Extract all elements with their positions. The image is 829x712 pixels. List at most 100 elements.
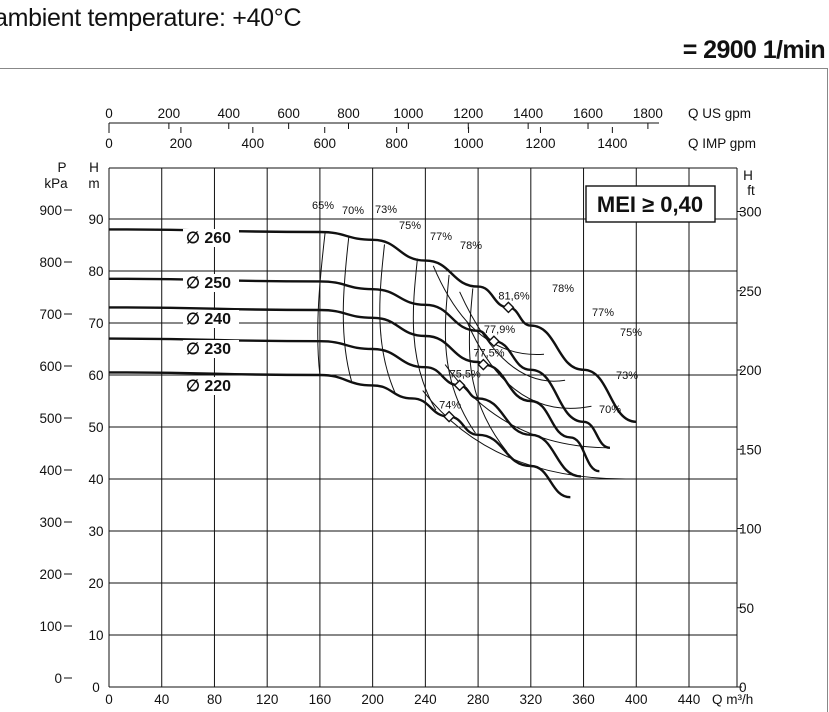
efficiency-label: 75% [399, 220, 421, 232]
curve-220 [108, 371, 571, 499]
curve-label-bg [183, 229, 239, 247]
ft-tick-label: 50 [739, 601, 754, 616]
p-tick-label: 900 [39, 203, 62, 218]
efficiency-label: 78% [460, 240, 482, 252]
efficiency-label: 65% [312, 200, 334, 212]
p-axis-title: P [57, 160, 66, 175]
x-axis-title: Q m³/h [712, 692, 753, 707]
x-tick-label: 40 [154, 692, 169, 707]
efficiency-label: 70% [599, 404, 621, 416]
top-us-tick-label: 1800 [633, 106, 663, 121]
top-imp-tick-label: 800 [385, 136, 408, 151]
ft-tick-label: 100 [739, 522, 762, 537]
curve-label: ∅ 240 [186, 311, 231, 328]
bep-marker [477, 358, 490, 371]
top-us-tick-label: 600 [277, 106, 300, 121]
top-us-tick-label: 1400 [513, 106, 543, 121]
h-tick-label: 60 [88, 368, 103, 383]
top-us-tick-label: 0 [105, 106, 113, 121]
p-tick-label: 600 [39, 359, 62, 374]
bep-marker [443, 410, 456, 423]
curve-250 [108, 277, 611, 449]
chart-frame [0, 68, 828, 712]
bep-label: 77,5% [473, 348, 504, 360]
x-tick-label: 0 [105, 692, 113, 707]
curve-240 [108, 306, 600, 473]
top-us-tick-label: 400 [217, 106, 240, 121]
p-tick-label: 100 [39, 619, 62, 634]
curve-label-bg [183, 340, 239, 358]
efficiency-label: 77% [592, 307, 614, 319]
efficiency-label: 77% [430, 231, 452, 243]
top-imp-tick-label: 600 [313, 136, 336, 151]
top-imp-tick-label: 200 [170, 136, 193, 151]
ft-tick-label: 200 [739, 363, 762, 378]
curve-label: ∅ 250 [186, 275, 231, 292]
h-tick-label: 90 [88, 212, 103, 227]
efficiency-arc [432, 265, 545, 355]
bep-label: 77,9% [484, 324, 515, 336]
efficiency-line [468, 288, 508, 453]
top-imp-tick-label: 1400 [597, 136, 627, 151]
curve-230 [108, 337, 582, 478]
top-us-tick-label: 1600 [573, 106, 603, 121]
x-tick-label: 440 [678, 692, 701, 707]
h-tick-label: 70 [88, 316, 103, 331]
ft-tick-label: 0 [739, 680, 747, 695]
bep-marker [502, 301, 515, 314]
axes: 0 40 80 120 160 200 240 280 320 360 400 440 Q m³/h0 2… [39, 106, 761, 707]
bep-label: 75,5% [450, 368, 481, 380]
p-tick-label: 300 [39, 515, 62, 530]
h-tick-label: 80 [88, 264, 103, 279]
ft-tick-label: 300 [739, 205, 762, 220]
efficiency-label: 73% [375, 204, 397, 216]
h-tick-label: 30 [88, 524, 103, 539]
mei-label: MEI ≥ 0,40 [597, 192, 703, 217]
curve-label-bg [183, 310, 239, 328]
top-us-tick-label: 1000 [393, 106, 423, 121]
bep-label: 74% [439, 400, 461, 412]
x-tick-label: 120 [256, 692, 279, 707]
h-tick-label: 40 [88, 472, 103, 487]
p-tick-label: 800 [39, 255, 62, 270]
curve-label-bg [183, 377, 239, 395]
bep-marker [487, 335, 500, 348]
x-tick-label: 280 [467, 692, 490, 707]
x-tick-label: 80 [207, 692, 222, 707]
h-tick-label: 10 [88, 628, 103, 643]
x-tick-label: 320 [520, 692, 543, 707]
x-tick-label: 200 [361, 692, 384, 707]
p-tick-label: 0 [54, 671, 62, 686]
top-us-tick-label: 200 [158, 106, 181, 121]
grid-lines [109, 168, 737, 687]
efficiency-arc [422, 390, 626, 480]
h-tick-label: 0 [92, 680, 100, 695]
top-us-title: Q US gpm [688, 106, 751, 121]
p-tick-label: 700 [39, 307, 62, 322]
x-tick-label: 160 [309, 692, 332, 707]
ft-axis-title: H [743, 168, 753, 183]
curve-label-bg [183, 274, 239, 292]
h-axis-title: H [89, 160, 99, 175]
x-tick-label: 400 [625, 692, 648, 707]
performance-curves [108, 228, 637, 499]
mei-box [585, 185, 716, 223]
rotation-speed: = 2900 1/min [682, 36, 826, 64]
top-us-tick-label: 800 [337, 106, 360, 121]
efficiency-label: 70% [342, 205, 364, 217]
ft-tick-label: 250 [739, 284, 762, 299]
top-imp-tick-label: 400 [242, 136, 265, 151]
p-axis-unit: kPa [44, 176, 68, 191]
ft-tick-label: 150 [739, 442, 762, 457]
bep-marker [453, 379, 466, 392]
curve-260 [108, 228, 637, 423]
efficiency-line [317, 231, 326, 376]
x-tick-label: 360 [572, 692, 595, 707]
p-tick-label: 200 [39, 567, 62, 582]
h-tick-label: 20 [88, 576, 103, 591]
x-tick-label: 240 [414, 692, 437, 707]
p-tick-label: 500 [39, 411, 62, 426]
efficiency-arc [459, 291, 566, 382]
h-tick-label: 50 [88, 420, 103, 435]
